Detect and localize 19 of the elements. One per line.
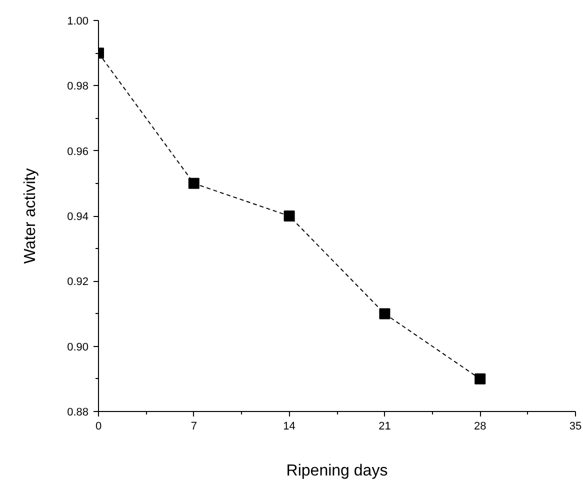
y-tick-label: 1.00 — [67, 16, 89, 28]
x-tick-label: 35 — [569, 420, 582, 432]
x-tick-label: 28 — [474, 420, 486, 432]
x-tick-label: 0 — [95, 420, 102, 432]
y-tick-label: 0.92 — [67, 276, 89, 288]
x-tick-label: 21 — [378, 420, 391, 432]
point — [188, 178, 200, 189]
point — [379, 308, 390, 320]
x-tick-label: 7 — [190, 420, 197, 432]
point — [284, 210, 295, 222]
x-axis-title: Ripening days — [286, 462, 388, 480]
x-tick-label: 14 — [283, 420, 296, 432]
y-tick-label: 0.98 — [67, 80, 89, 93]
y-axis-title: Water activity — [22, 168, 40, 264]
y-tick-label: 0.94 — [67, 211, 89, 223]
y-tick-label: 0.96 — [67, 146, 89, 158]
point — [474, 373, 486, 384]
y-tick-label: 0.90 — [67, 341, 89, 354]
y-tick-label: 0.88 — [67, 406, 89, 418]
